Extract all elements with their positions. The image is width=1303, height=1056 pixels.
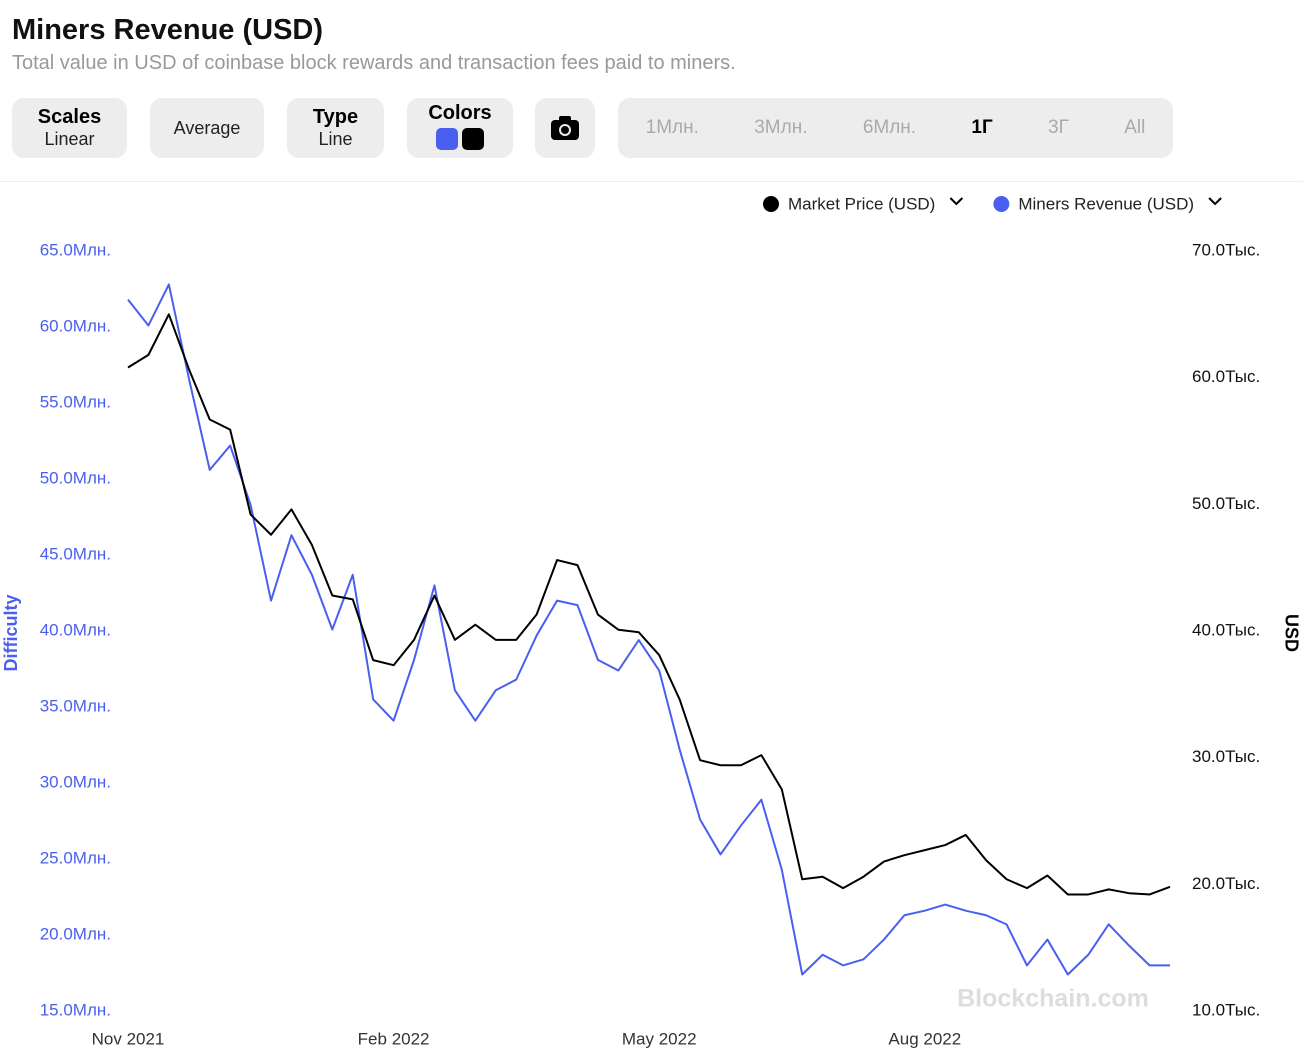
camera-button[interactable] [535, 98, 595, 158]
y2-tick-label: 30.0Тыс. [1192, 747, 1260, 766]
colors-label: Colors [428, 101, 492, 124]
y-tick-label: 40.0Млн. [40, 620, 111, 639]
y2-tick-label: 60.0Тыс. [1192, 367, 1260, 386]
type-button[interactable]: Type Line [287, 98, 384, 158]
y-tick-label: 60.0Млн. [40, 316, 111, 335]
legend-label: Miners Revenue (USD) [1018, 194, 1194, 213]
range-button[interactable]: 3Млн. [754, 117, 808, 138]
y-tick-label: 55.0Млн. [40, 392, 111, 411]
range-button[interactable]: 1Млн. [645, 117, 699, 138]
legend-marker [763, 196, 779, 212]
color-swatch[interactable] [436, 127, 458, 150]
y2-tick-label: 50.0Тыс. [1192, 494, 1260, 513]
y-tick-label: 50.0Млн. [40, 468, 111, 487]
color-swatch[interactable] [462, 127, 484, 150]
y-tick-label: 15.0Млн. [40, 1000, 111, 1019]
subtitle: Total value in USD of coinbase block rew… [12, 52, 736, 74]
range-button[interactable]: 1Г [971, 117, 993, 138]
range-button[interactable]: All [1124, 117, 1146, 138]
x-tick-label: Nov 2021 [92, 1029, 165, 1048]
x-tick-label: May 2022 [622, 1029, 697, 1048]
y2-tick-label: 10.0Тыс. [1192, 1000, 1260, 1019]
y2-tick-label: 20.0Тыс. [1192, 874, 1260, 893]
separator [0, 181, 1303, 182]
scales-button[interactable]: Scales Linear [12, 98, 127, 158]
range-button[interactable]: 3Г [1048, 117, 1069, 138]
type-label: Type [312, 106, 359, 128]
camera-icon [551, 116, 579, 140]
scales-value: Linear [44, 129, 95, 149]
series-line [127, 283, 1170, 976]
legend-chevron [1208, 197, 1222, 206]
y-axis-title: Difficulty [1, 594, 21, 671]
y-tick-label: 30.0Млн. [40, 772, 111, 791]
range-selector: 1Млн. 3Млн. 6Млн. 1Г 3Г All [618, 98, 1173, 158]
y-tick-label: 45.0Млн. [40, 544, 111, 563]
swatches [434, 125, 486, 155]
legend-label: Market Price (USD) [788, 194, 935, 213]
average-button[interactable]: Average [150, 98, 264, 158]
x-tick-label: Feb 2022 [358, 1029, 430, 1048]
title: Miners Revenue (USD) [12, 14, 324, 46]
x-tick-label: Aug 2022 [888, 1029, 961, 1048]
series-line [127, 313, 1171, 896]
colors-button[interactable]: Colors [407, 98, 513, 158]
y2-axis-title: USD [1281, 614, 1301, 652]
y2-tick-label: 40.0Тыс. [1192, 620, 1260, 639]
scales-label: Scales [37, 106, 102, 128]
y-tick-label: 20.0Млн. [40, 924, 111, 943]
average-label: Average [173, 117, 241, 138]
y-tick-label: 65.0Млн. [40, 240, 111, 259]
y2-tick-label: 70.0Тыс. [1192, 240, 1260, 259]
legend-chevron [949, 197, 964, 206]
y-tick-label: 35.0Млн. [40, 696, 111, 715]
type-value: Line [318, 129, 353, 149]
range-button[interactable]: 6Млн. [862, 117, 917, 138]
y-tick-label: 25.0Млн. [40, 848, 111, 867]
legend-marker [993, 196, 1010, 212]
watermark: Blockchain.com [957, 985, 1149, 1013]
